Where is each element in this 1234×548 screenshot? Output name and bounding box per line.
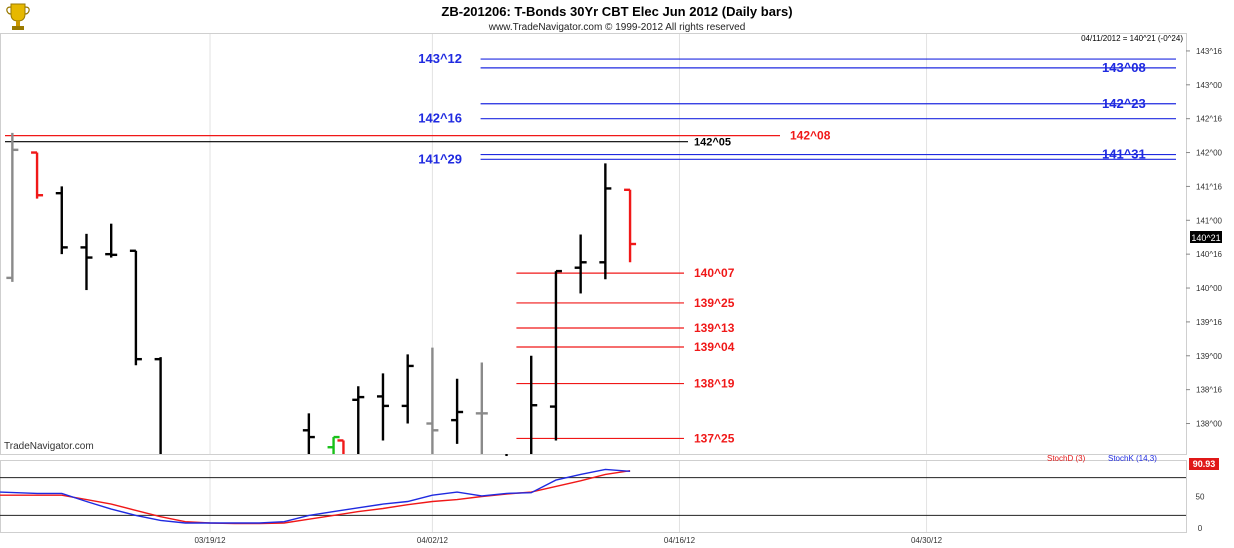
price-levels: 143^12 143^08 142^23 142^16 142^08 142^05 141^…	[5, 51, 1176, 445]
ohlc-bar	[599, 163, 612, 280]
ohlc-bar	[327, 435, 340, 454]
stoch-value-tag-box	[1189, 458, 1219, 470]
y-tick-label: 142^16	[1196, 115, 1223, 124]
copyright-notice: www.TradeNavigator.com © 1999-2012 All r…	[488, 22, 746, 33]
level-label: 143^12	[418, 51, 462, 66]
watermark: TradeNavigator.com	[4, 441, 94, 452]
ohlc-bar	[401, 354, 414, 424]
legend-stochk: StochK (14,3)	[1108, 454, 1157, 463]
x-tick-label: 04/16/12	[664, 536, 696, 545]
ohlc-bar	[426, 347, 439, 454]
ohlc-bar	[549, 269, 562, 441]
level-label: 142^23	[1102, 96, 1146, 111]
y-tick-label: 141^00	[1196, 216, 1223, 225]
y-tick-label: 143^16	[1196, 47, 1223, 56]
x-tick-label: 04/30/12	[911, 536, 943, 545]
ohlc-bar	[302, 413, 315, 454]
ohlc-bar	[6, 132, 19, 282]
last-price-tag-box	[1190, 231, 1222, 243]
ohlc-bar	[352, 386, 365, 454]
ohlc-bar	[337, 439, 345, 454]
ohlc-bar	[80, 233, 93, 291]
level-label: 138^19	[694, 377, 735, 391]
price-readout: 04/11/2012 = 140^21 (-0^24)	[1081, 34, 1183, 43]
y-tick-label: 140^00	[1196, 284, 1223, 293]
trophy-logo-icon	[6, 3, 30, 30]
ohlc-bar	[376, 373, 389, 441]
last-price-tag: 140^21	[1191, 233, 1220, 243]
level-label: 142^05	[694, 137, 731, 149]
stoch-y-tick-label: 0	[1198, 524, 1203, 533]
price-bars	[6, 132, 637, 457]
x-tick-label: 04/02/12	[417, 536, 449, 545]
level-label: 139^04	[694, 340, 735, 354]
stoch-line	[0, 468, 631, 524]
y-tick-label: 143^00	[1196, 81, 1223, 90]
stoch-value-tag: 90.93	[1193, 459, 1216, 469]
level-label: 141^29	[418, 151, 462, 166]
ohlc-bar	[154, 357, 162, 454]
ohlc-bar	[31, 151, 44, 199]
ohlc-bar	[624, 188, 637, 263]
level-label: 137^25	[694, 431, 735, 445]
level-label: 139^13	[694, 321, 735, 335]
y-tick-label: 141^16	[1196, 182, 1223, 191]
price-plot-frame	[0, 33, 1187, 455]
x-tick-label: 03/19/12	[194, 536, 226, 545]
y-tick-label: 138^00	[1196, 420, 1223, 429]
level-label: 142^16	[418, 111, 462, 126]
level-label: 139^25	[694, 296, 735, 310]
level-label: 140^07	[694, 266, 735, 280]
legend-stochd: StochD (3)	[1047, 454, 1086, 463]
stoch-y-tick-label: 50	[1196, 493, 1205, 502]
y-tick-label: 142^00	[1196, 149, 1223, 158]
ohlc-bar	[475, 362, 488, 454]
ohlc-bar	[574, 234, 587, 294]
level-label: 142^08	[790, 129, 831, 143]
y-tick-label: 139^16	[1196, 318, 1223, 327]
y-tick-label: 140^16	[1196, 250, 1223, 259]
date-x-axis: 03/19/12 04/02/12 04/16/12 04/30/12	[194, 536, 942, 545]
stoch-panel	[0, 468, 1186, 525]
price-y-axis: 143^16 143^00 142^16 142^00 141^16 141^00 140^…	[1186, 47, 1223, 429]
ohlc-bar	[105, 223, 118, 258]
ohlc-bar	[451, 378, 464, 444]
x-grid	[209, 34, 928, 532]
ohlc-bar	[129, 249, 142, 366]
ohlc-bar	[55, 186, 68, 255]
ohlc-bar	[530, 355, 538, 454]
level-label: 143^08	[1102, 60, 1146, 75]
stoch-plot-frame	[0, 460, 1187, 533]
y-tick-label: 138^16	[1196, 386, 1223, 395]
level-label: 141^31	[1102, 147, 1146, 162]
stoch-y-axis: 50 0	[1196, 493, 1205, 534]
y-tick-label: 139^00	[1196, 352, 1223, 361]
chart-title: ZB-201206: T-Bonds 30Yr CBT Elec Jun 201…	[441, 4, 792, 19]
